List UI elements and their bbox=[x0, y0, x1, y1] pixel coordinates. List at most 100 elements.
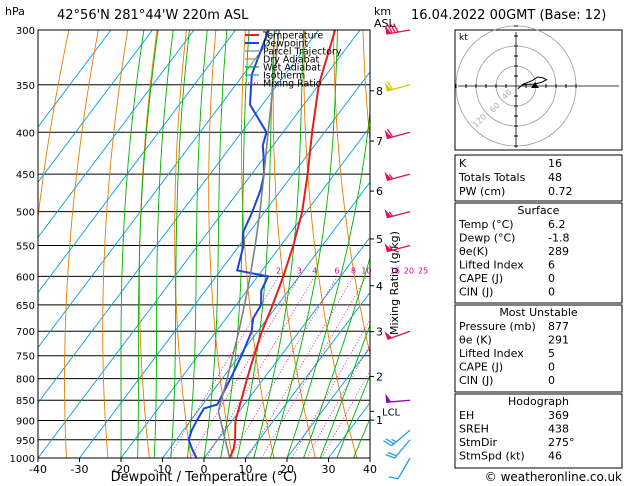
table-row-label: θe(K) bbox=[459, 245, 488, 258]
pressure-tick-label: 650 bbox=[16, 301, 35, 312]
table-row-value: 877 bbox=[548, 320, 569, 333]
barb-pennant bbox=[384, 330, 393, 340]
mixing-ratio-axis-label: Mixing Ratio (g/kg) bbox=[388, 231, 401, 335]
x-tick-label: 20 bbox=[280, 463, 294, 476]
wet-adiabat-line bbox=[336, 374, 370, 458]
indices-box bbox=[454, 154, 623, 202]
pressure-tick-label: 400 bbox=[16, 128, 35, 139]
storm-motion-marker bbox=[531, 82, 539, 88]
dry-adiabat-line bbox=[303, 30, 358, 458]
table-row-value: 0 bbox=[548, 361, 555, 374]
isotherm-line bbox=[38, 30, 361, 458]
axes: 3003504004505005506006507007508008509009… bbox=[10, 26, 401, 476]
table-row-label: EH bbox=[459, 409, 474, 422]
km-tick-label: 8 bbox=[376, 85, 383, 98]
hodograph-frame bbox=[454, 29, 623, 151]
barb-flag bbox=[393, 23, 399, 33]
table-row-label: Totals Totals bbox=[458, 171, 526, 184]
wet-adiabat-line bbox=[253, 30, 305, 458]
km-tick-label: 5 bbox=[376, 233, 383, 246]
x-tick-label: 40 bbox=[363, 463, 377, 476]
mixing-ratio-labels: 2 3 4 6 8 10 16 20 25 bbox=[276, 266, 428, 275]
mixing-ratio-label: 2 bbox=[276, 266, 281, 275]
wind-barbs bbox=[383, 23, 411, 480]
isotherm-line bbox=[245, 291, 370, 458]
isotherm-line bbox=[38, 30, 153, 183]
km-tick-label: 6 bbox=[376, 185, 383, 198]
table-section-title: Most Unstable bbox=[499, 306, 578, 319]
x-tick-label: 10 bbox=[239, 463, 253, 476]
background-lines bbox=[38, 30, 370, 458]
dry-adiabat-line bbox=[362, 30, 370, 145]
pressure-tick-label: 850 bbox=[16, 396, 35, 407]
barb-staff bbox=[386, 173, 411, 181]
barb-pennant bbox=[384, 129, 392, 139]
table-row-value: 6.2 bbox=[548, 218, 566, 231]
table-row-label: StmDir bbox=[459, 436, 498, 449]
barb-flag bbox=[385, 438, 395, 445]
wet-adiabat-line bbox=[203, 30, 228, 458]
dry-adiabat-line bbox=[138, 30, 158, 458]
index-tables: K 16 Totals Totals 48 PW (cm) 0.72 Surface Temp… bbox=[454, 154, 623, 469]
barb-flag bbox=[390, 23, 396, 33]
dry-adiabat-line bbox=[38, 30, 70, 221]
table-row-value: 438 bbox=[548, 423, 569, 436]
wind-barb bbox=[384, 209, 411, 219]
dry-adiabat-line bbox=[333, 30, 370, 356]
barb-flag bbox=[383, 440, 392, 447]
table-row-label: CAPE (J) bbox=[459, 272, 503, 285]
wet-adiabat-line bbox=[319, 323, 370, 458]
table-row-value: 48 bbox=[548, 171, 562, 184]
table-row-value: 275° bbox=[548, 436, 575, 449]
isotherm-line bbox=[38, 30, 195, 239]
table-row-label: Dewp (°C) bbox=[459, 232, 515, 245]
table-section-title: Hodograph bbox=[508, 395, 569, 408]
isotherm-line bbox=[38, 30, 112, 128]
dry-adiabat-line bbox=[174, 30, 192, 458]
wind-barb bbox=[384, 128, 411, 140]
mixing-ratio-line bbox=[306, 344, 370, 458]
km-tick-label: 1 bbox=[376, 414, 383, 427]
pressure-tick-label: 450 bbox=[16, 170, 35, 181]
table-row-label: CIN (J) bbox=[459, 286, 493, 299]
mixing-ratio-label: 10 bbox=[361, 266, 371, 275]
pressure-tick-label: 300 bbox=[16, 26, 35, 37]
isotherm-line bbox=[162, 181, 370, 458]
wet-adiabat-line bbox=[269, 30, 338, 458]
barb-pennant bbox=[384, 82, 392, 92]
dry-adiabat-line bbox=[208, 30, 233, 458]
wet-adiabat-line bbox=[137, 30, 159, 458]
table-row-value: 0 bbox=[548, 374, 555, 387]
wet-adiabat-line bbox=[220, 30, 250, 458]
wet-adiabat-line bbox=[170, 30, 190, 458]
table-row-value: 0 bbox=[548, 272, 555, 285]
barb-pennant bbox=[384, 25, 392, 35]
wind-barb bbox=[384, 242, 411, 253]
x-tick-label: 30 bbox=[322, 463, 336, 476]
table-row-value: 0.72 bbox=[548, 185, 573, 198]
x-tick-label: -30 bbox=[71, 463, 89, 476]
isotherm-line bbox=[79, 71, 370, 458]
wind-barb bbox=[385, 439, 411, 459]
mixing-ratio-label: 20 bbox=[404, 266, 414, 275]
pressure-tick-label: 700 bbox=[16, 327, 35, 338]
barb-flag bbox=[386, 81, 394, 90]
barb-staff bbox=[386, 131, 411, 140]
isotherm-line bbox=[38, 30, 319, 404]
table-row-label: SREH bbox=[459, 423, 489, 436]
location-title: 42°56'N 281°44'W 220m ASL bbox=[57, 8, 249, 23]
mixing-ratio-label: 8 bbox=[351, 266, 356, 275]
wet-adiabat-line bbox=[153, 30, 174, 458]
asl-unit-label: ASL bbox=[374, 17, 396, 30]
mixing-ratio-line bbox=[229, 276, 338, 458]
barb-staff bbox=[386, 399, 411, 403]
dry-adiabat-line bbox=[241, 30, 275, 458]
km-tick-label: 4 bbox=[376, 280, 383, 293]
table-row-value: 291 bbox=[548, 334, 569, 347]
mixing-ratio-label: 3 bbox=[297, 266, 302, 275]
pressure-tick-label: 800 bbox=[16, 375, 35, 386]
isotherm-line bbox=[38, 30, 278, 349]
legend-entry: Temperature bbox=[262, 31, 323, 42]
x-axis-label: Dewpoint / Temperature (°C) bbox=[111, 470, 298, 485]
